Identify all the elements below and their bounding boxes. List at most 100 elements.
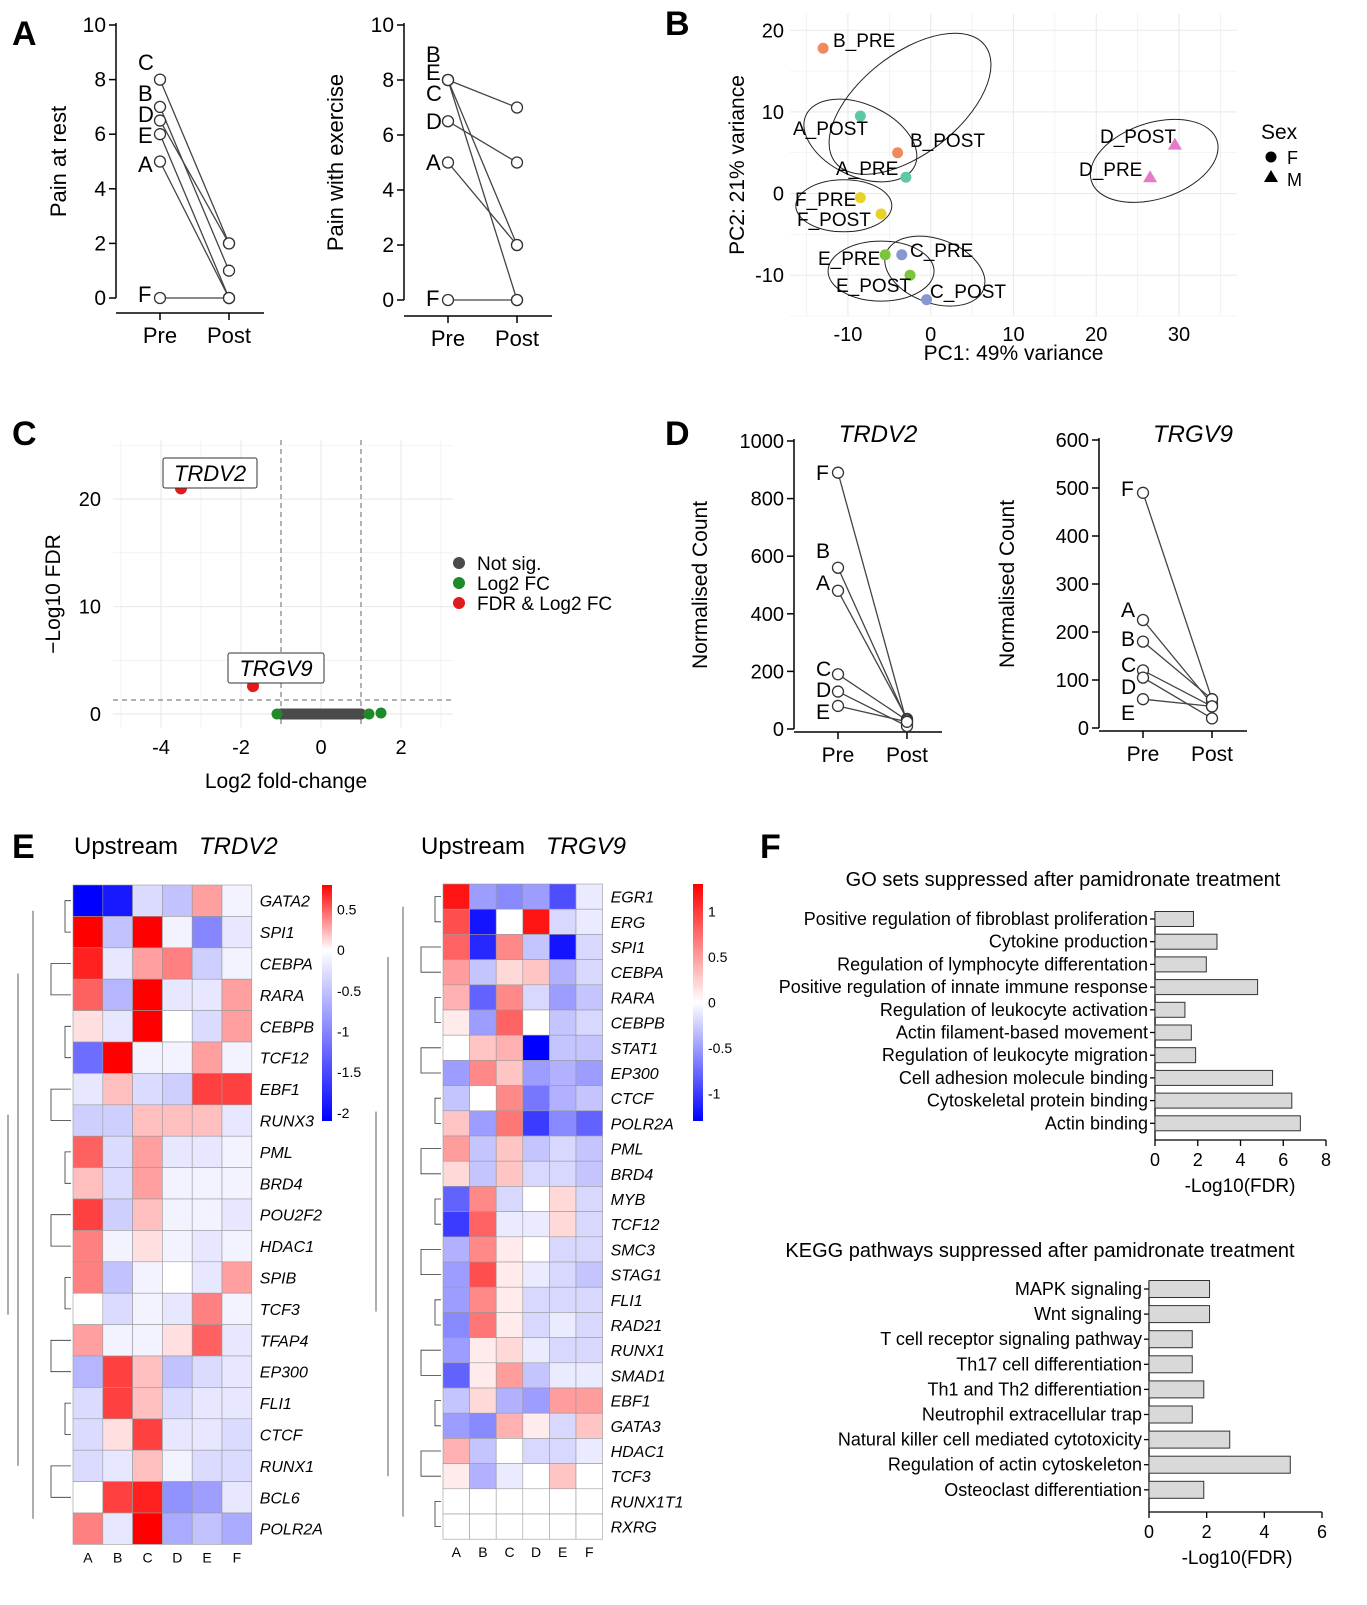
heatmap-cell [132, 1261, 163, 1294]
point-post-F [222, 291, 236, 305]
point-pre-F [153, 291, 167, 305]
x-tick-label: 0 [925, 324, 936, 346]
gene-label-box [227, 652, 325, 684]
heatmap-cell [522, 1211, 550, 1238]
heatmap-cell [549, 1236, 577, 1263]
heatmap-cell [132, 884, 163, 917]
heatmap-cell [162, 947, 193, 980]
point-pre-E [831, 699, 845, 713]
heatmap-cell [495, 1009, 524, 1036]
row-label: GATA3 [611, 1419, 661, 1436]
heatmap-cell [522, 1085, 550, 1112]
row-label: BCL6 [260, 1490, 300, 1507]
y-tick-label: 8 [382, 69, 394, 92]
heatmap-cell [132, 1355, 163, 1388]
point-pre-C [831, 668, 845, 681]
heatmap-cell [221, 1387, 253, 1420]
heatmap-cell [162, 1387, 193, 1420]
y-tick-label: 10 [762, 102, 784, 124]
series-label-F: F [1121, 478, 1134, 501]
heatmap-cell [191, 1481, 223, 1514]
heatmap-cell [102, 1041, 133, 1074]
y-tick-label: 6 [382, 124, 394, 147]
heatmap-cell [495, 1312, 524, 1338]
heatmap-cell [132, 1104, 163, 1137]
heatmap-cell [575, 984, 603, 1011]
x-axis-label: PC1: 49% variance [924, 342, 1104, 365]
heatmap-cell [191, 978, 223, 1011]
category-label: MAPK signaling [1015, 1279, 1142, 1299]
y-axis-label: Pain at rest [46, 106, 71, 217]
series-line-C [447, 79, 518, 301]
series-label-E: E [138, 123, 153, 148]
heatmap-cell [549, 1261, 577, 1288]
heatmap-cell [469, 1337, 497, 1364]
heatmap-cell [442, 1085, 470, 1112]
chart-title: GO sets suppressed after pamidronate tre… [846, 869, 1281, 891]
y-tick-label: 100 [1056, 670, 1089, 692]
heatmap-cell [575, 1488, 603, 1515]
point-F_PRE [854, 192, 866, 204]
heatmap-cell [469, 1438, 497, 1464]
heatmap-cell [549, 959, 577, 986]
legend-tick-label: -1 [708, 1086, 721, 1102]
row-label: PML [611, 1142, 644, 1159]
heatmap-cell [442, 883, 470, 910]
row-label: CEBPA [611, 965, 664, 982]
row-label: TCF12 [260, 1051, 309, 1068]
heatmap-cell [191, 1073, 223, 1106]
heatmap-cell [442, 1337, 470, 1364]
heatmap-cell [162, 1104, 193, 1137]
x-tick-label: 0 [1150, 1150, 1160, 1170]
series-line-A [837, 590, 908, 720]
heatmap-cell [575, 934, 603, 960]
series-line-B [447, 79, 518, 109]
bar [1154, 911, 1194, 927]
heatmap-cell [549, 1412, 577, 1439]
heatmap-cell [221, 978, 253, 1011]
heatmap-cell [469, 1135, 497, 1162]
column-label: A [83, 1549, 93, 1565]
heatmap-cell [469, 984, 497, 1011]
gene-label: TRDV2 [174, 461, 246, 486]
heatmap-cell [72, 978, 104, 1011]
heatmap-cell [72, 1261, 104, 1294]
y-tick-label: 6 [94, 123, 106, 146]
point-pre-C [441, 73, 455, 87]
heatmap-cell [162, 1010, 193, 1043]
row-label: RUNX3 [260, 1114, 314, 1131]
heatmap-cell [132, 1198, 163, 1231]
heatmap-cell [495, 1488, 524, 1515]
point-pre-A [1136, 613, 1150, 627]
heatmap-cell [442, 1387, 470, 1414]
column-label: D [531, 1544, 541, 1560]
heatmap-cell [549, 1488, 577, 1515]
heatmap-cell [469, 1261, 497, 1288]
point-pre-F [831, 466, 845, 479]
heatmap-cell [162, 1418, 193, 1451]
heatmap-cell [72, 1512, 104, 1545]
x-tick-label: 0 [1144, 1522, 1154, 1542]
heatmap-title: Upstream [74, 833, 178, 860]
bar [1154, 1024, 1192, 1041]
heatmap-cell [102, 1261, 133, 1294]
heatmap-cell [72, 1010, 104, 1043]
heatmap-cell [522, 1160, 550, 1187]
heatmap-cell [575, 1085, 603, 1112]
series-label-A: A [816, 572, 830, 595]
y-tick-label: 600 [751, 546, 784, 568]
point-pre-F [441, 293, 455, 307]
x-tick-label: 2 [1193, 1150, 1203, 1170]
series-label-E: E [426, 60, 441, 85]
heatmap-cell [102, 1449, 133, 1482]
row-label: BRD4 [611, 1167, 654, 1184]
heatmap-cell [162, 884, 193, 917]
heatmap-cell [495, 984, 524, 1011]
series-label-B: B [426, 42, 441, 67]
heatmap-cell [191, 1104, 223, 1137]
heatmap-title: Upstream [421, 833, 525, 860]
point-pre-B [1136, 635, 1150, 648]
series-line-A [447, 162, 518, 246]
x-tick-label: Pre [822, 744, 855, 767]
